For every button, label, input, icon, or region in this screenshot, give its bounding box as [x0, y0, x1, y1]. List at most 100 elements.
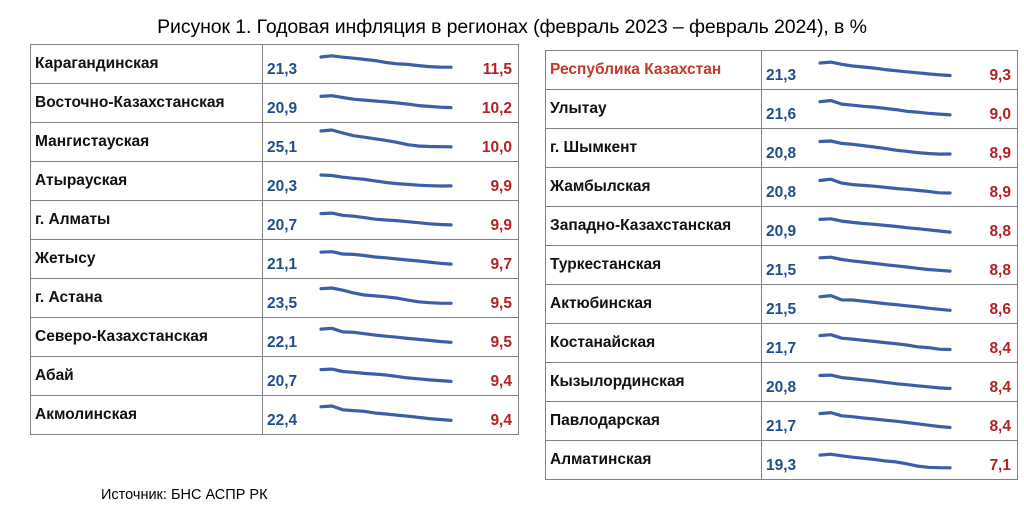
region-name: г. Шымкент: [545, 128, 762, 168]
value-feb-2023: 21,3: [267, 61, 298, 78]
value-feb-2023: 20,8: [766, 379, 797, 396]
region-row: Мангистауская 25,1 10,0: [30, 122, 519, 162]
trend-cell: 23,5 9,5: [262, 278, 519, 318]
region-row: Акмолинская 22,4 9,4: [30, 395, 519, 435]
value-feb-2023: 21,7: [766, 418, 797, 435]
trend-line: [818, 293, 952, 312]
trend-line: [818, 139, 952, 156]
trend-line: [319, 94, 453, 110]
region-row: Костанайская 21,7 8,4: [545, 323, 1018, 363]
region-row: Абай 20,7 9,4: [30, 356, 519, 396]
trend-cell: 21,7 8,4: [761, 323, 1018, 363]
region-name: Республика Казахстан: [545, 50, 762, 90]
trend-cell: 20,8 8,4: [761, 362, 1018, 402]
trend-cell: 20,9 10,2: [262, 83, 519, 123]
region-name: Восточно-Казахстанская: [30, 83, 263, 123]
region-row: Алматинская 19,3 7,1: [545, 440, 1018, 480]
trend-sparkline: [818, 139, 952, 156]
value-feb-2024: 9,0: [989, 106, 1011, 123]
trend-sparkline: [818, 373, 952, 391]
value-feb-2024: 8,6: [989, 301, 1011, 318]
trend-cell: 22,1 9,5: [262, 317, 519, 357]
value-feb-2023: 19,3: [766, 457, 797, 474]
region-row: Улытау 21,6 9,0: [545, 89, 1018, 129]
trend-sparkline: [319, 94, 453, 110]
region-name: Актюбинская: [545, 284, 762, 324]
value-feb-2023: 20,7: [267, 217, 298, 234]
region-row: г. Астана 23,5 9,5: [30, 278, 519, 318]
trend-sparkline: [818, 217, 952, 234]
value-feb-2023: 20,9: [267, 100, 298, 117]
trend-line: [818, 60, 952, 78]
region-name: Улытау: [545, 89, 762, 129]
region-row: Западно-Казахстанская 20,9 8,8: [545, 206, 1018, 246]
trend-cell: 21,5 8,6: [761, 284, 1018, 324]
region-row: Туркестанская 21,5 8,8: [545, 245, 1018, 285]
value-feb-2023: 25,1: [267, 139, 298, 156]
region-row: Северо-Казахстанская 22,1 9,5: [30, 317, 519, 357]
region-row: Атырауская 20,3 9,9: [30, 161, 519, 201]
region-name: Абай: [30, 356, 263, 396]
region-name: Атырауская: [30, 161, 263, 201]
trend-sparkline: [319, 404, 453, 422]
trend-cell: 20,8 8,9: [761, 128, 1018, 168]
trend-cell: 21,3 9,3: [761, 50, 1018, 90]
value-feb-2023: 21,7: [766, 340, 797, 357]
value-feb-2024: 9,4: [490, 373, 512, 390]
trend-sparkline: [319, 54, 453, 69]
value-feb-2023: 22,4: [267, 412, 298, 429]
region-row: Актюбинская 21,5 8,6: [545, 284, 1018, 324]
region-name: Жетысу: [30, 239, 263, 279]
value-feb-2024: 9,4: [490, 412, 512, 429]
region-row: Республика Казахстан 21,3 9,3: [545, 50, 1018, 90]
region-name: г. Астана: [30, 278, 263, 318]
region-name: Кызылординская: [545, 362, 762, 402]
trend-cell: 20,7 9,4: [262, 356, 519, 396]
right-region-table: Республика Казахстан 21,3 9,3 Улытау 21,6 9,0…: [545, 50, 1018, 480]
region-name: Алматинская: [545, 440, 762, 480]
value-feb-2024: 8,4: [989, 379, 1011, 396]
trend-line: [818, 98, 952, 117]
trend-line: [818, 410, 952, 430]
trend-cell: 21,1 9,7: [262, 239, 519, 279]
value-feb-2024: 8,8: [989, 223, 1011, 240]
value-feb-2023: 20,9: [766, 223, 797, 240]
value-feb-2023: 21,5: [766, 301, 797, 318]
value-feb-2023: 21,1: [267, 256, 298, 273]
trend-line: [319, 367, 453, 383]
trend-line: [319, 128, 453, 149]
trend-line: [818, 373, 952, 391]
value-feb-2023: 22,1: [267, 334, 298, 351]
trend-sparkline: [319, 326, 453, 344]
trend-cell: 20,7 9,9: [262, 200, 519, 240]
value-feb-2023: 20,8: [766, 184, 797, 201]
value-feb-2024: 9,3: [989, 67, 1011, 84]
trend-sparkline: [818, 177, 952, 195]
region-name: г. Алматы: [30, 200, 263, 240]
trend-cell: 20,9 8,8: [761, 206, 1018, 246]
value-feb-2023: 20,8: [766, 145, 797, 162]
region-row: Павлодарская 21,7 8,4: [545, 401, 1018, 441]
trend-sparkline: [818, 452, 952, 470]
value-feb-2024: 9,5: [490, 334, 512, 351]
value-feb-2024: 10,2: [481, 100, 512, 117]
value-feb-2024: 11,5: [482, 61, 512, 78]
trend-line: [818, 452, 952, 470]
value-feb-2024: 9,7: [490, 256, 512, 273]
region-name: Западно-Казахстанская: [545, 206, 762, 246]
trend-sparkline: [818, 293, 952, 312]
region-name: Туркестанская: [545, 245, 762, 285]
region-row: г. Алматы 20,7 9,9: [30, 200, 519, 240]
trend-cell: 19,3 7,1: [761, 440, 1018, 480]
trend-line: [319, 173, 453, 188]
trend-sparkline: [319, 286, 453, 305]
trend-cell: 20,3 9,9: [262, 161, 519, 201]
region-name: Карагандинская: [30, 44, 263, 84]
region-row: Карагандинская 21,3 11,5: [30, 44, 519, 84]
trend-line: [319, 54, 453, 69]
value-feb-2023: 21,6: [766, 106, 797, 123]
trend-sparkline: [319, 173, 453, 188]
value-feb-2024: 8,9: [989, 184, 1011, 201]
trend-line: [319, 286, 453, 305]
trend-sparkline: [818, 410, 952, 430]
